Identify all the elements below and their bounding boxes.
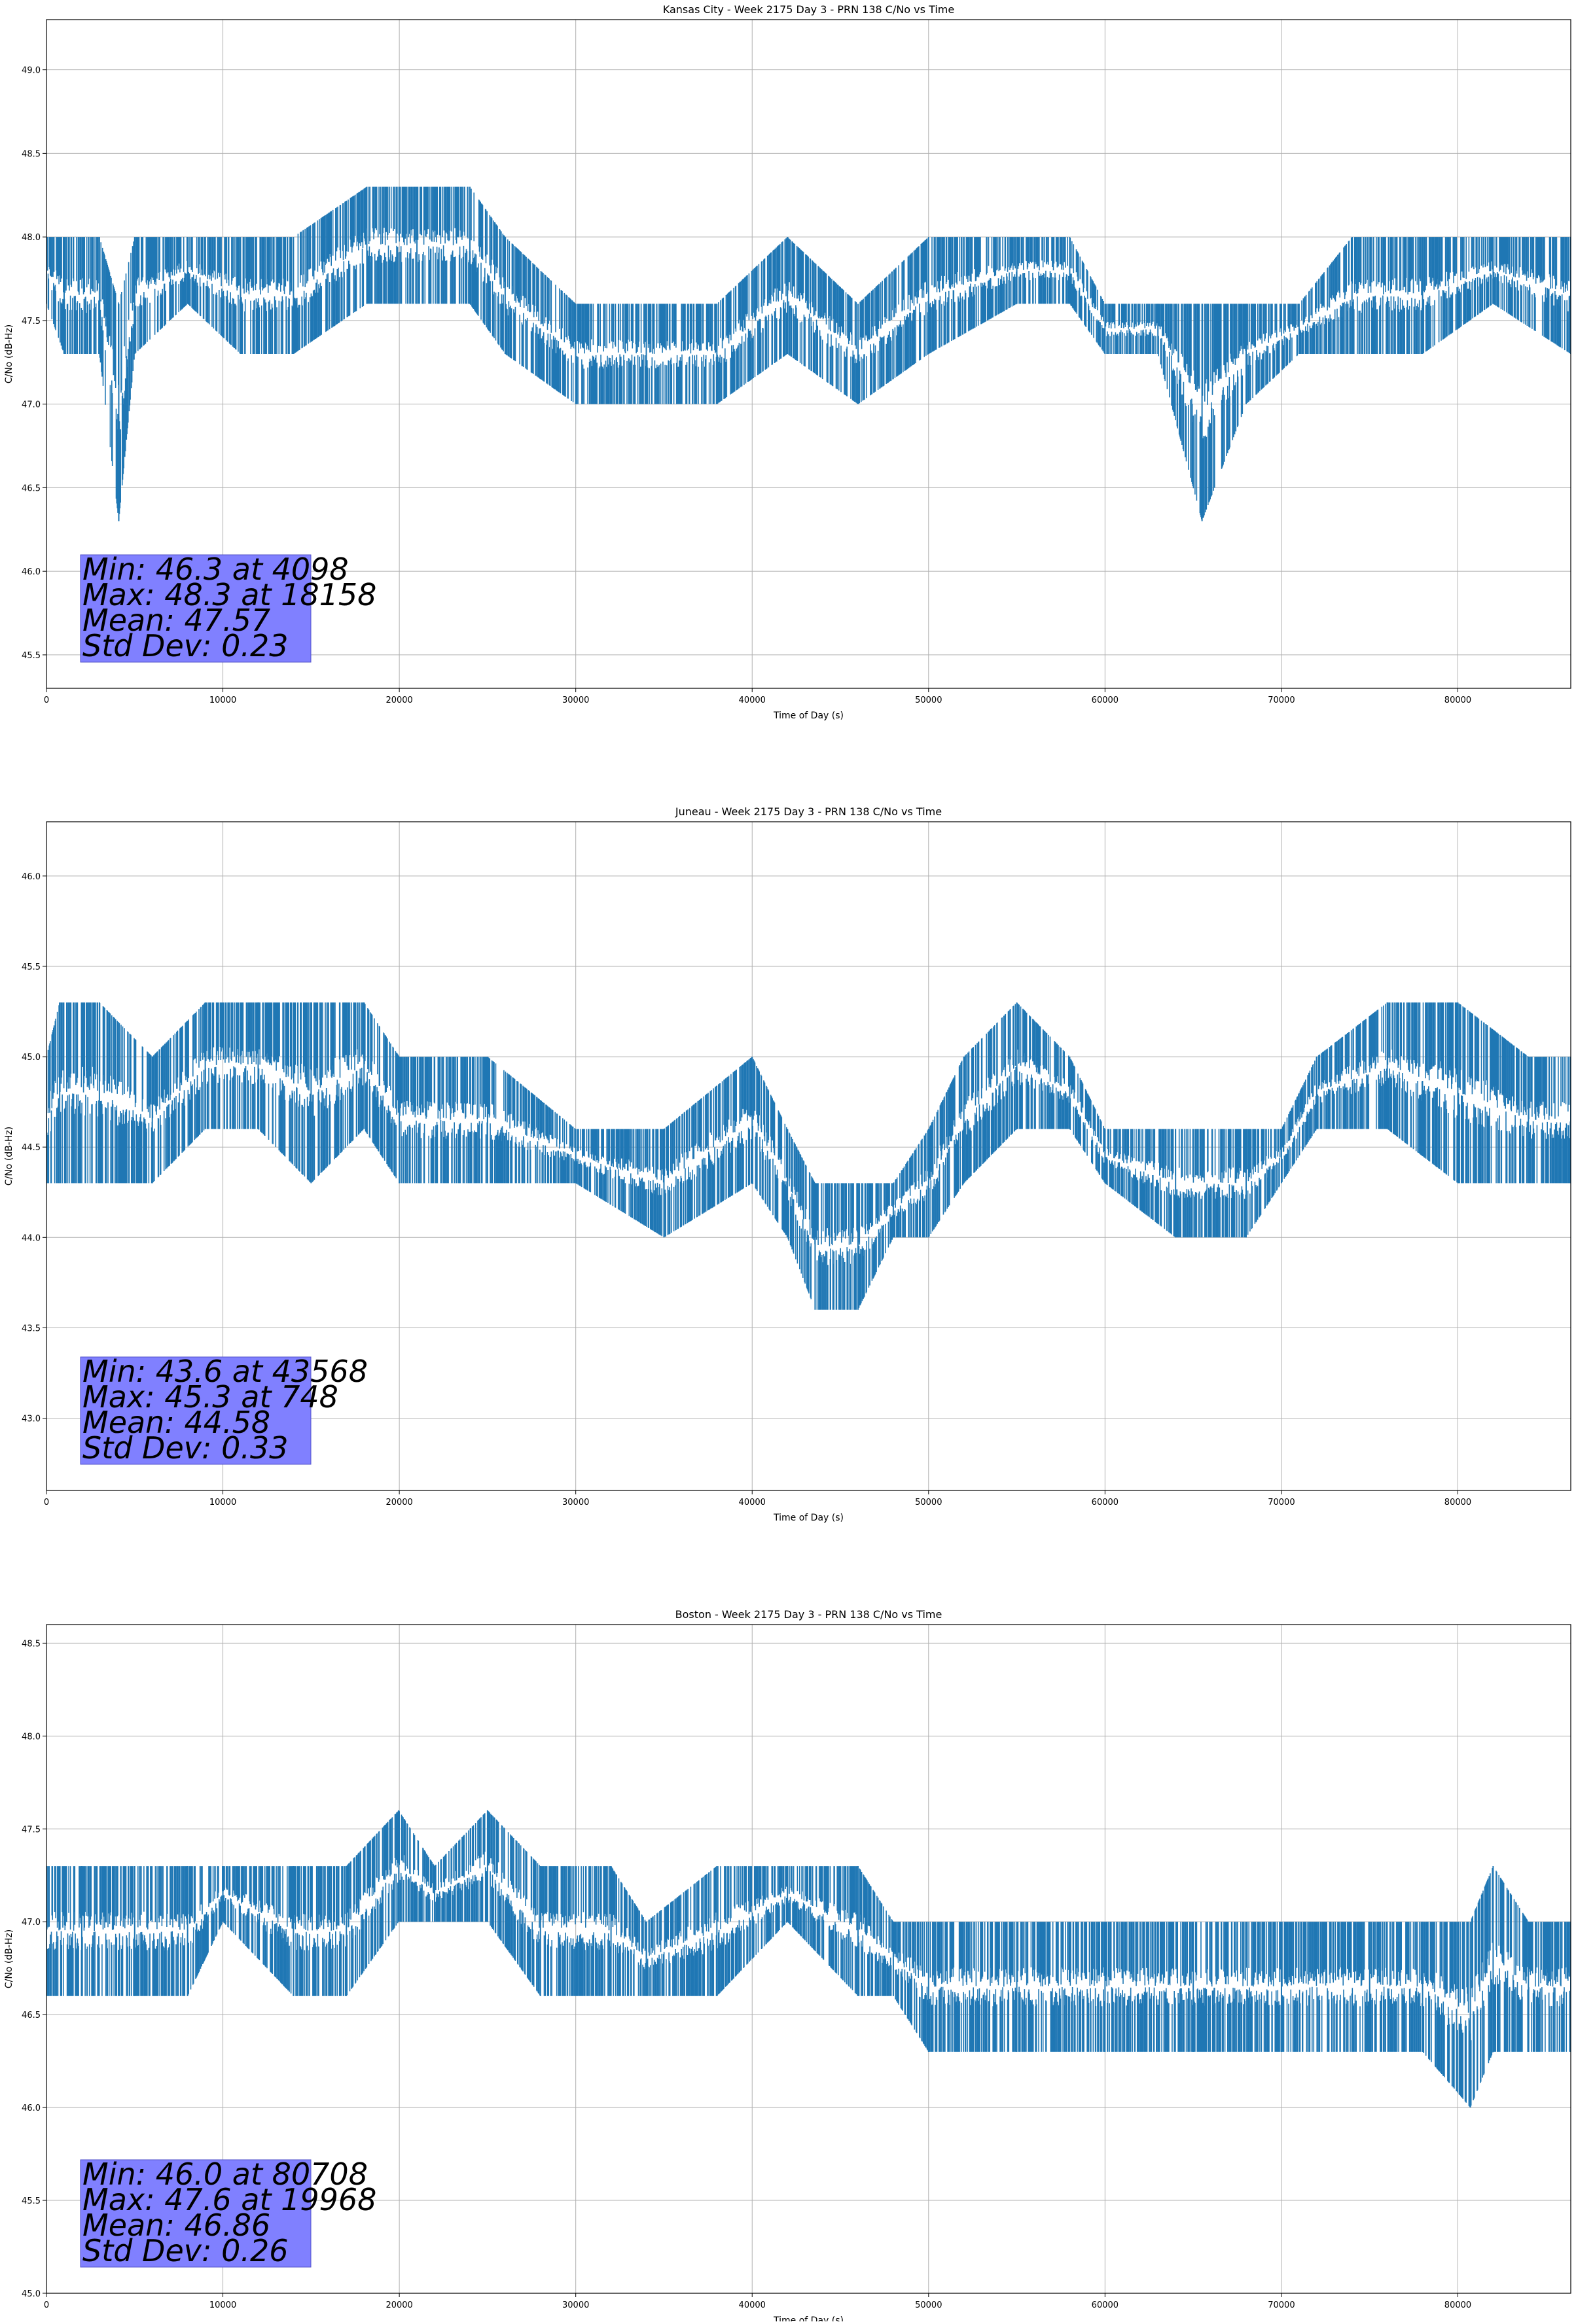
y-tick-label: 47.5 [22,1825,41,1835]
y-tick-label: 45.0 [22,1053,41,1063]
y-tick-label: 46.5 [22,2011,41,2020]
x-tick-label: 40000 [739,695,766,705]
x-tick-label: 0 [44,2300,49,2310]
x-tick-label: 30000 [562,2300,589,2310]
y-tick-label: 45.0 [22,2289,41,2299]
stats-line: Std Dev: 0.33 [82,1430,289,1466]
x-tick-label: 80000 [1444,2300,1471,2310]
x-tick-label: 40000 [739,1498,766,1507]
stats-line: Mean: 46.86 [82,2208,270,2243]
stats-line: Min: 46.3 at 4098 [82,552,349,587]
y-tick-label: 45.5 [22,2196,41,2206]
stats-line: Mean: 44.58 [82,1405,270,1440]
chart-title: Boston - Week 2175 Day 3 - PRN 138 C/No … [675,1608,942,1621]
x-tick-label: 20000 [385,695,412,705]
y-tick-label: 45.5 [22,651,41,661]
x-tick-label: 10000 [209,695,236,705]
chart-title: Juneau - Week 2175 Day 3 - PRN 138 C/No … [675,805,942,818]
y-axis-label: C/No (dB-Hz) [4,1127,14,1186]
y-tick-label: 43.0 [22,1415,41,1424]
plot-frame [46,821,1571,1491]
stats-line: Max: 45.3 at 748 [82,1379,338,1415]
x-tick-label: 70000 [1268,695,1295,705]
y-axis-label: C/No (dB-Hz) [4,1929,14,1988]
x-tick-label: 70000 [1268,2300,1295,2310]
stats-line: Min: 43.6 at 43568 [82,1354,368,1389]
x-tick-label: 50000 [915,2300,942,2310]
stats-box [80,554,312,663]
x-tick-label: 50000 [915,1498,942,1507]
x-axis-label: Time of Day (s) [773,711,844,721]
y-tick-label: 47.5 [22,317,41,326]
y-tick-label: 48.0 [22,233,41,243]
x-tick-label: 30000 [562,1498,589,1507]
x-tick-label: 40000 [739,2300,766,2310]
plot-frame [46,1624,1571,2294]
y-tick-label: 47.0 [22,1918,41,1928]
y-tick-label: 47.0 [22,400,41,410]
x-tick-label: 30000 [562,695,589,705]
x-tick-label: 50000 [915,695,942,705]
y-tick-label: 49.0 [22,66,41,76]
plot-frame [46,19,1571,689]
chart-panel: Juneau - Week 2175 Day 3 - PRN 138 C/No … [4,805,1571,1523]
chart-panel: Boston - Week 2175 Day 3 - PRN 138 C/No … [4,1608,1571,2324]
y-tick-label: 48.5 [22,1639,41,1649]
y-tick-label: 46.5 [22,484,41,493]
y-tick-label: 46.0 [22,567,41,577]
x-tick-label: 60000 [1092,1498,1119,1507]
x-axis-label: Time of Day (s) [773,1513,844,1523]
y-tick-label: 44.0 [22,1233,41,1243]
y-tick-label: 45.5 [22,962,41,972]
x-tick-label: 80000 [1444,695,1471,705]
y-tick-label: 46.0 [22,872,41,882]
y-tick-label: 46.0 [22,2104,41,2113]
stats-line: Std Dev: 0.26 [82,2233,289,2268]
y-tick-label: 48.5 [22,149,41,159]
stats-line: Std Dev: 0.23 [82,628,289,663]
stats-line: Min: 46.0 at 80708 [82,2157,368,2192]
y-tick-label: 48.0 [22,1732,41,1742]
stats-line: Max: 48.3 at 18158 [82,577,376,612]
x-tick-label: 10000 [209,2300,236,2310]
x-tick-label: 60000 [1092,2300,1119,2310]
y-tick-label: 44.5 [22,1143,41,1153]
stats-box [80,2159,312,2268]
x-tick-label: 0 [44,695,49,705]
chart-panel: Kansas City - Week 2175 Day 3 - PRN 138 … [4,3,1571,721]
cno-series-line [46,1002,1571,1310]
x-tick-label: 0 [44,1498,49,1507]
stats-line: Max: 47.6 at 19968 [82,2182,376,2217]
x-tick-label: 60000 [1092,695,1119,705]
stats-box [80,1356,312,1465]
x-tick-label: 20000 [385,2300,412,2310]
cno-series-line [46,1810,1571,2107]
y-axis-label: C/No (dB-Hz) [4,325,14,383]
x-tick-label: 20000 [385,1498,412,1507]
stats-line: Mean: 47.57 [82,603,270,638]
cno-series-line [46,186,1571,520]
x-axis-label: Time of Day (s) [773,2315,844,2321]
x-tick-label: 80000 [1444,1498,1471,1507]
y-tick-label: 43.5 [22,1324,41,1333]
x-tick-label: 10000 [209,1498,236,1507]
x-tick-label: 70000 [1268,1498,1295,1507]
chart-title: Kansas City - Week 2175 Day 3 - PRN 138 … [663,3,954,16]
